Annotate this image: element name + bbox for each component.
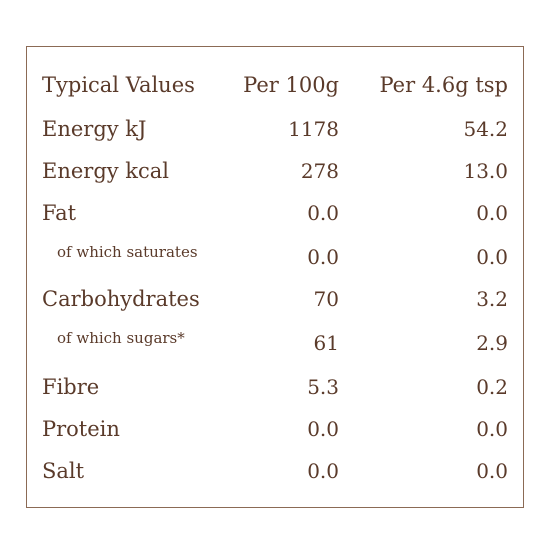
row-label: Salt: [42, 459, 85, 483]
row-label: Energy kcal: [42, 159, 170, 183]
row-per-100g: 70: [313, 287, 339, 311]
table-row-salt: Salt 0.0 0.0: [27, 461, 523, 501]
row-per-tsp: 0.0: [476, 245, 508, 269]
header-per-tsp: Per 4.6g tsp: [379, 73, 508, 97]
table-row-protein: Protein 0.0 0.0: [27, 419, 523, 459]
table-row-fibre: Fibre 5.3 0.2: [27, 377, 523, 417]
table-row-carbohydrates: Carbohydrates 70 3.2: [27, 289, 523, 329]
row-per-tsp: 3.2: [476, 287, 508, 311]
row-label: of which saturates: [57, 243, 198, 261]
row-per-tsp: 54.2: [463, 117, 508, 141]
row-per-tsp: 0.2: [476, 375, 508, 399]
row-label: Energy kJ: [42, 117, 147, 141]
row-label: Fat: [42, 201, 77, 225]
row-per-100g: 61: [313, 331, 339, 355]
table-header-row: Typical Values Per 100g Per 4.6g tsp: [27, 75, 523, 115]
row-label: Fibre: [42, 375, 100, 399]
header-per-100g: Per 100g: [243, 73, 339, 97]
row-per-tsp: 0.0: [476, 417, 508, 441]
row-label: of which sugars*: [57, 329, 185, 347]
table-row-saturates: of which saturates 0.0 0.0: [27, 243, 523, 283]
row-per-100g: 0.0: [307, 245, 339, 269]
row-per-100g: 1178: [288, 117, 339, 141]
table-row-fat: Fat 0.0 0.0: [27, 203, 523, 243]
row-per-100g: 0.0: [307, 459, 339, 483]
row-per-100g: 0.0: [307, 417, 339, 441]
row-per-100g: 5.3: [307, 375, 339, 399]
table-row-energy-kj: Energy kJ 1178 54.2: [27, 119, 523, 159]
row-per-100g: 278: [300, 159, 339, 183]
nutrition-table: Typical Values Per 100g Per 4.6g tsp Ene…: [26, 46, 524, 508]
header-typical-values: Typical Values: [42, 73, 195, 97]
row-per-100g: 0.0: [307, 201, 339, 225]
row-per-tsp: 2.9: [476, 331, 508, 355]
row-per-tsp: 0.0: [476, 201, 508, 225]
row-per-tsp: 13.0: [463, 159, 508, 183]
table-row-sugars: of which sugars* 61 2.9: [27, 329, 523, 369]
row-per-tsp: 0.0: [476, 459, 508, 483]
table-row-energy-kcal: Energy kcal 278 13.0: [27, 161, 523, 201]
row-label: Protein: [42, 417, 120, 441]
row-label: Carbohydrates: [42, 287, 200, 311]
